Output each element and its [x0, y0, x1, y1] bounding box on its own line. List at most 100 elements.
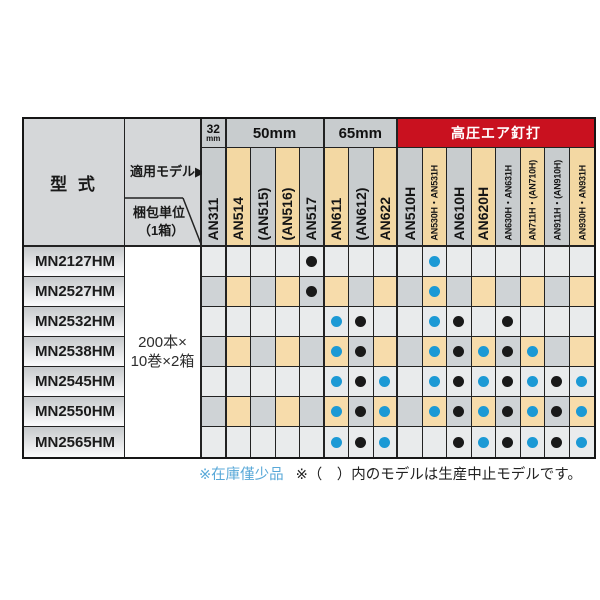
compat-cell — [373, 337, 398, 367]
blue-compatibility-dot — [477, 376, 489, 387]
model-row-label: MN2127HM — [24, 247, 125, 277]
packing-quantity-line1: 200本× — [138, 334, 187, 351]
compat-cell — [202, 367, 227, 397]
packing-unit-label-area: 梱包単位 （1箱） — [125, 197, 202, 244]
packing-unit-label-line2: （1箱） — [138, 223, 185, 238]
group-label: 高圧エア釘打 — [451, 125, 541, 141]
column-header: AN620H — [471, 148, 496, 247]
blue-compatibility-dot — [428, 406, 440, 417]
black-compatibility-dot — [551, 406, 563, 417]
black-compatibility-dot — [551, 436, 563, 448]
compat-cell — [496, 367, 521, 397]
compat-cell — [275, 307, 300, 337]
compat-cell — [202, 337, 227, 367]
black-compatibility-dot — [453, 436, 465, 448]
compat-cell — [496, 277, 521, 307]
blue-compatibility-dot — [477, 346, 489, 357]
compat-cell — [471, 397, 496, 427]
blue-compatibility-dot — [526, 376, 538, 387]
compat-cell — [226, 397, 251, 427]
compat-cell — [300, 277, 325, 307]
packing-quantity-line2: 10巻×2箱 — [130, 353, 195, 370]
column-header: (AN515) — [251, 148, 276, 247]
black-compatibility-dot — [502, 436, 514, 448]
diagonal-divider — [125, 197, 202, 244]
column-header-label: (AN515) — [254, 187, 271, 240]
compat-cell — [496, 337, 521, 367]
compat-cell — [251, 427, 276, 457]
blue-compatibility-dot — [477, 406, 489, 417]
compat-cell — [202, 277, 227, 307]
compat-cell — [251, 277, 276, 307]
black-compatibility-dot — [355, 406, 367, 417]
compat-cell — [398, 277, 423, 307]
compat-cell — [520, 247, 545, 277]
blue-compatibility-dot — [526, 346, 538, 357]
black-compatibility-dot — [453, 316, 465, 327]
black-compatibility-dot — [453, 376, 465, 387]
compat-cell — [300, 337, 325, 367]
column-header: (AN516) — [275, 148, 300, 247]
blue-compatibility-dot — [477, 436, 489, 448]
compat-cell — [251, 367, 276, 397]
compat-cell — [545, 307, 570, 337]
column-header-label: AN514 — [230, 196, 247, 240]
black-compatibility-dot — [502, 316, 514, 327]
compat-cell — [545, 427, 570, 457]
compat-cell — [324, 277, 349, 307]
compat-cell — [545, 367, 570, 397]
compat-cell — [202, 427, 227, 457]
blue-compatibility-dot — [379, 376, 391, 387]
column-header: AN510H — [398, 148, 423, 247]
compat-cell — [226, 307, 251, 337]
column-header-label: AN911H・(AN910H) — [552, 159, 563, 240]
compat-cell — [373, 277, 398, 307]
model-type-header: 型 式 — [24, 119, 125, 247]
compat-cell — [300, 367, 325, 397]
compat-cell — [520, 307, 545, 337]
compat-cell — [496, 397, 521, 427]
black-compatibility-dot — [305, 286, 317, 297]
compat-cell — [373, 247, 398, 277]
blue-compatibility-dot — [428, 376, 440, 387]
blue-compatibility-dot — [576, 436, 588, 448]
black-compatibility-dot — [502, 346, 514, 357]
blue-compatibility-dot — [576, 376, 588, 387]
applicable-model-label: 適用モデル▶ — [130, 164, 205, 179]
column-header-label: AN517 — [303, 196, 320, 240]
compat-cell — [349, 427, 374, 457]
column-header-label: AN630H・AN631H — [503, 164, 514, 240]
column-header: AN711H・(AN710H) — [520, 148, 545, 247]
compat-cell — [251, 337, 276, 367]
blue-compatibility-dot — [526, 406, 538, 417]
compat-cell — [520, 397, 545, 427]
compat-cell — [447, 247, 472, 277]
compat-cell — [520, 427, 545, 457]
compat-cell — [520, 367, 545, 397]
compat-cell — [275, 277, 300, 307]
compat-cell — [398, 247, 423, 277]
applicable-model-packing-cell: 適用モデル▶ 梱包単位 （1箱） — [125, 119, 205, 247]
compat-cell — [373, 427, 398, 457]
compat-cell — [422, 307, 447, 337]
compat-cell — [447, 427, 472, 457]
black-compatibility-dot — [453, 346, 465, 357]
compat-cell — [349, 277, 374, 307]
compat-cell — [275, 247, 300, 277]
compat-cell — [349, 307, 374, 337]
compat-cell — [349, 247, 374, 277]
compat-cell — [226, 247, 251, 277]
compat-cell — [202, 307, 227, 337]
discontinued-note: ※（ ）内のモデルは生産中止モデルです。 — [295, 467, 582, 483]
blue-compatibility-dot — [576, 406, 588, 417]
compat-cell — [520, 277, 545, 307]
model-row-label: MN2545HM — [24, 367, 125, 397]
compat-cell — [569, 367, 594, 397]
compat-cell — [569, 307, 594, 337]
compat-cell — [447, 337, 472, 367]
compat-cell — [496, 247, 521, 277]
column-header-label: (AN516) — [279, 187, 296, 240]
column-header-label: (AN612) — [352, 187, 369, 240]
compat-cell — [569, 427, 594, 457]
